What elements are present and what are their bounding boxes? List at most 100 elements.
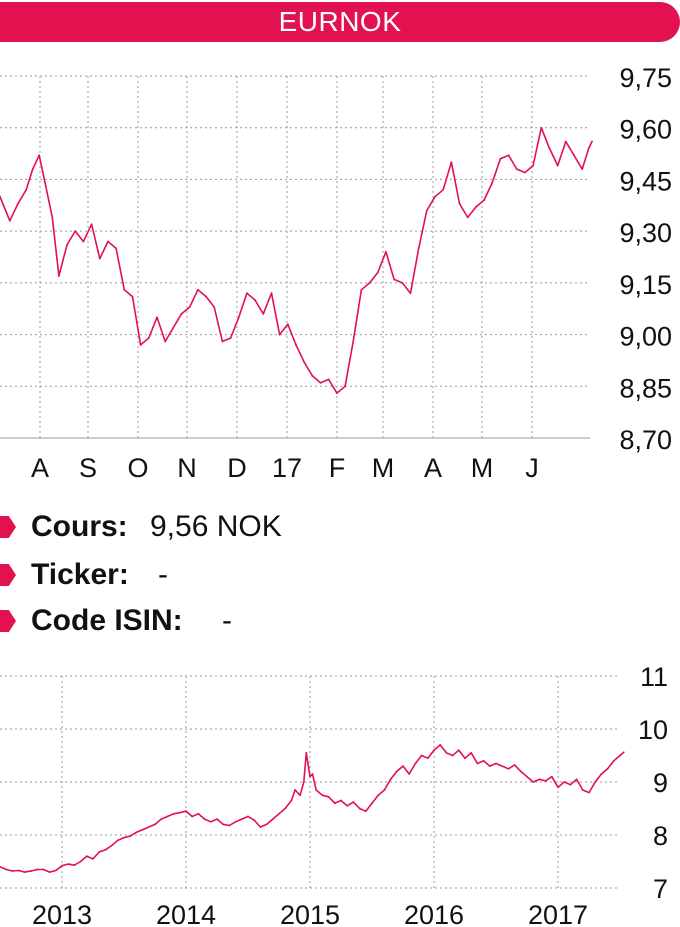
data-point bbox=[48, 871, 51, 873]
data-point bbox=[556, 164, 559, 167]
data-point bbox=[44, 185, 47, 188]
data-point bbox=[594, 781, 597, 783]
data-point bbox=[156, 316, 158, 319]
data-point bbox=[450, 161, 453, 164]
data-point bbox=[622, 751, 625, 754]
data-point bbox=[209, 820, 212, 823]
data-point bbox=[491, 181, 494, 184]
data-point bbox=[482, 759, 485, 762]
price-value: 9,56 NOK bbox=[150, 510, 282, 543]
data-point bbox=[25, 188, 28, 191]
isin-value: - bbox=[222, 604, 232, 637]
series-line bbox=[0, 126, 593, 395]
data-point bbox=[507, 767, 510, 770]
data-point bbox=[123, 836, 125, 839]
data-point bbox=[433, 749, 435, 752]
data-point bbox=[172, 812, 175, 815]
data-point bbox=[205, 295, 207, 298]
y-tick-label: 9,00 bbox=[619, 322, 672, 352]
data-point bbox=[271, 818, 274, 820]
data-point bbox=[107, 240, 109, 243]
data-point bbox=[439, 744, 442, 746]
data-point bbox=[240, 818, 243, 820]
data-point bbox=[371, 802, 373, 805]
data-point bbox=[178, 811, 181, 814]
data-point bbox=[221, 340, 224, 343]
data-point bbox=[110, 844, 113, 847]
data-point bbox=[129, 835, 132, 837]
price-label: Cours: bbox=[31, 510, 128, 543]
data-point bbox=[259, 826, 262, 828]
data-point bbox=[573, 154, 575, 157]
data-point bbox=[5, 868, 8, 871]
data-point bbox=[401, 281, 404, 284]
data-point bbox=[425, 209, 428, 212]
data-point bbox=[548, 147, 551, 150]
data-point bbox=[315, 789, 318, 791]
data-point bbox=[90, 223, 93, 226]
x-tick-label: 2017 bbox=[528, 900, 588, 927]
x-tick-label: O bbox=[127, 453, 148, 483]
y-tick-label: 9,75 bbox=[619, 63, 672, 93]
data-point bbox=[286, 323, 289, 326]
data-point bbox=[0, 865, 1, 868]
arrow-bullet-icon bbox=[0, 516, 16, 538]
y-tick-label: 8,85 bbox=[619, 373, 672, 403]
data-point bbox=[98, 851, 101, 853]
x-tick-label: F bbox=[329, 453, 346, 483]
chart-title: EURNOK bbox=[0, 2, 680, 42]
data-point bbox=[197, 812, 200, 815]
data-point bbox=[532, 781, 535, 783]
data-point bbox=[569, 783, 572, 786]
data-point bbox=[228, 824, 231, 827]
data-point bbox=[327, 378, 330, 381]
data-point bbox=[66, 244, 68, 246]
data-point bbox=[550, 775, 553, 778]
data-point bbox=[393, 278, 396, 281]
data-point bbox=[434, 195, 436, 198]
data-point bbox=[61, 864, 63, 867]
data-point bbox=[426, 757, 429, 760]
data-point bbox=[333, 802, 336, 805]
data-point bbox=[575, 778, 578, 781]
data-point bbox=[346, 804, 349, 807]
data-point bbox=[564, 140, 567, 143]
data-point bbox=[464, 757, 466, 760]
x-tick-label: 2014 bbox=[156, 900, 216, 927]
ticker-label: Ticker: bbox=[31, 558, 129, 591]
data-point bbox=[213, 306, 216, 308]
data-point bbox=[540, 126, 543, 129]
data-point bbox=[544, 780, 547, 782]
series-line bbox=[0, 744, 625, 873]
data-point bbox=[327, 795, 330, 798]
data-point bbox=[160, 818, 163, 820]
arrow-bullet-icon bbox=[0, 610, 16, 632]
data-point bbox=[581, 168, 584, 170]
data-point bbox=[420, 754, 423, 757]
data-point bbox=[253, 819, 256, 822]
x-tick-label: 17 bbox=[272, 453, 302, 483]
data-point bbox=[116, 839, 119, 842]
data-point bbox=[499, 157, 502, 160]
data-point bbox=[319, 381, 322, 384]
data-point bbox=[458, 202, 461, 205]
data-point bbox=[591, 140, 593, 143]
data-point bbox=[123, 288, 126, 291]
data-point bbox=[457, 749, 460, 752]
data-point bbox=[376, 271, 379, 274]
data-point bbox=[302, 781, 305, 783]
data-point bbox=[139, 344, 142, 346]
y-tick-label: 8 bbox=[653, 821, 668, 851]
data-point bbox=[389, 778, 392, 781]
data-point bbox=[294, 789, 297, 791]
top-line-chart: 9,759,609,459,309,159,008,858,70A S O N D 17 F… bbox=[0, 63, 672, 483]
data-point bbox=[234, 820, 237, 823]
data-point bbox=[451, 754, 454, 757]
data-point bbox=[254, 299, 257, 301]
data-point bbox=[408, 773, 411, 775]
data-point bbox=[305, 751, 308, 754]
data-point bbox=[262, 312, 265, 315]
data-point bbox=[247, 815, 249, 818]
data-point bbox=[278, 333, 281, 336]
data-point bbox=[495, 762, 497, 765]
